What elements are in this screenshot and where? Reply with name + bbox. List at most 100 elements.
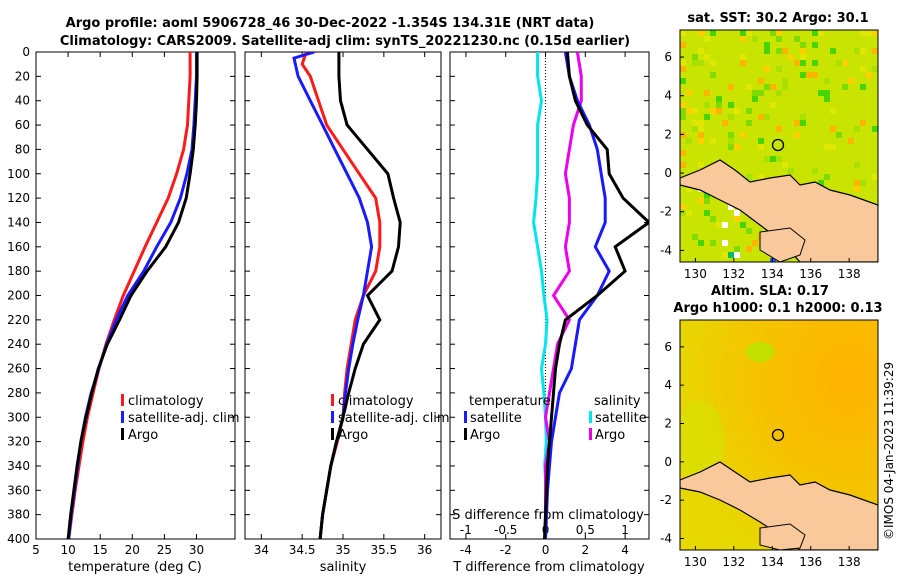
sst-pixel: [782, 48, 788, 54]
x-tick-label: 4: [621, 543, 629, 557]
sst-pixel: [698, 240, 704, 246]
sst-pixel: [860, 180, 866, 186]
depth-tick-label: 300: [7, 410, 30, 424]
sst-pixel: [728, 114, 734, 120]
sst-pixel: [716, 222, 722, 228]
sst-pixel: [758, 90, 764, 96]
sst-pixel: [728, 132, 734, 138]
map-y-tick-label: 0: [664, 166, 672, 180]
sst-pixel: [740, 222, 746, 228]
sst-pixel: [740, 60, 746, 66]
sst-pixel: [872, 174, 878, 180]
sst-pixel: [698, 132, 704, 138]
salinity-xlabel: salinity: [320, 560, 367, 575]
sst-pixel: [716, 96, 722, 102]
sst-pixel: [734, 144, 740, 150]
sst-pixel: [710, 138, 716, 144]
sst-pixel: [800, 120, 806, 126]
map-x-tick-label: 136: [799, 555, 822, 569]
map-x-tick-label: 132: [722, 555, 745, 569]
sst-pixel: [704, 102, 710, 108]
sst-pixel: [728, 138, 734, 144]
sst-pixel: [794, 120, 800, 126]
s-diff-tick-label: 0.5: [576, 523, 595, 537]
sst-pixel: [680, 204, 686, 210]
sst-pixel: [692, 108, 698, 114]
sst-pixel: [770, 30, 776, 36]
sla-map-frame: [679, 319, 879, 551]
x-tick-label: 34: [254, 543, 269, 557]
map-x-tick-label: 130: [684, 555, 707, 569]
sst-pixel: [764, 114, 770, 120]
s-diff-tick-label: -1: [460, 523, 472, 537]
sst-pixel: [794, 36, 800, 42]
sla-low-patch: [680, 400, 725, 480]
s-diff-tick-label: 1: [621, 523, 629, 537]
sst-pixel: [758, 78, 764, 84]
sst-pixel: [764, 42, 770, 48]
sst-pixel: [734, 252, 740, 258]
difference-x-ticks: -4 -2 0 2 4: [460, 52, 629, 557]
sst-pixel: [680, 132, 686, 138]
sst-map: [680, 30, 878, 262]
sla-map: [680, 320, 878, 550]
sst-pixel: [812, 42, 818, 48]
depth-tick-label: 80: [15, 142, 30, 156]
sst-map-title: sat. SST: 30.2 Argo: 30.1: [687, 11, 868, 26]
sst-pixel: [734, 246, 740, 252]
x-tick-label: 5: [32, 543, 40, 557]
x-tick-label: 20: [125, 543, 140, 557]
depth-tick-label: 380: [7, 508, 30, 522]
sla-argo-location-marker: [771, 428, 785, 442]
sst-pixel: [824, 174, 830, 180]
sst-pixel: [770, 84, 776, 90]
sst-pixel: [698, 60, 704, 66]
sst-pixel: [776, 66, 782, 72]
x-tick-label: 35.5: [370, 543, 397, 557]
sst-pixel: [824, 96, 830, 102]
sst-pixel: [680, 42, 686, 48]
map-x-tick-label: 136: [799, 267, 822, 281]
sst-pixel: [746, 174, 752, 180]
sla-low-patch: [745, 342, 775, 362]
legend-swatch-t-argo: [464, 428, 467, 440]
legend-swatch-climatology: [121, 394, 124, 406]
sst-pixel: [800, 54, 806, 60]
sst-pixel: [680, 210, 686, 216]
legend-label: climatology: [338, 394, 414, 409]
sst-pixel: [704, 192, 710, 198]
x-tick-label: 2: [581, 543, 589, 557]
sst-pixel: [758, 144, 764, 150]
difference-xlabel: T difference from climatology: [452, 560, 645, 575]
sst-pixel: [830, 126, 836, 132]
sst-pixel: [872, 126, 878, 132]
sst-pixel: [686, 210, 692, 216]
depth-tick-label: 200: [7, 289, 30, 303]
sst-pixel: [680, 162, 686, 168]
depth-tick-label: 100: [7, 167, 30, 181]
sst-pixel: [770, 258, 776, 262]
map-y-tick-label: 4: [664, 378, 672, 392]
sst-pixel: [776, 48, 782, 54]
sst-pixel: [692, 120, 698, 126]
sst-pixel: [686, 90, 692, 96]
sst-pixel: [680, 30, 686, 36]
sst-land-island: [759, 227, 806, 262]
sst-pixel: [860, 66, 866, 72]
sst-pixel: [776, 90, 782, 96]
sst-pixel: [866, 72, 872, 78]
depth-tick-label: 360: [7, 483, 30, 497]
salinity-axes: [244, 51, 442, 540]
t-diff-argo-line: [543, 52, 649, 539]
map-y-tick-label: 0: [664, 455, 672, 469]
sst-pixel: [704, 198, 710, 204]
sst-pixel: [728, 84, 734, 90]
s-diff-satellite-line: [532, 52, 549, 539]
sst-pixel: [704, 114, 710, 120]
sst-pixel: [836, 60, 842, 66]
map-x-tick-label: 132: [722, 267, 745, 281]
sst-pixel: [722, 252, 728, 258]
x-tick-label: -4: [460, 543, 472, 557]
sst-pixel: [770, 156, 776, 162]
sst-pixel: [764, 156, 770, 162]
